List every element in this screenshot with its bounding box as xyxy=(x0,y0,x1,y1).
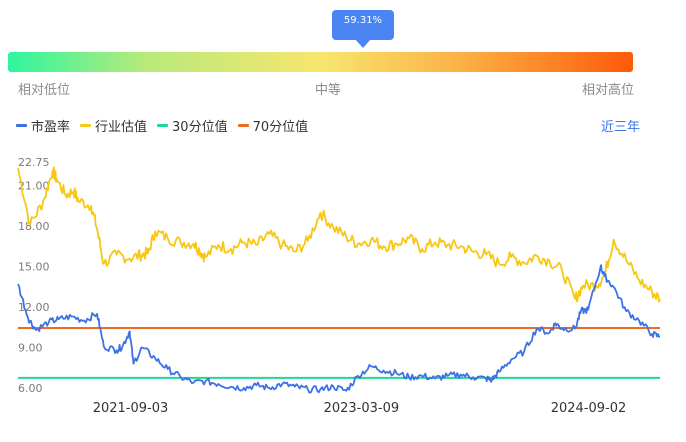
x-tick-label: 2021-09-03 xyxy=(93,401,169,416)
series-line-industry xyxy=(17,166,661,303)
legend-label-p70: 70分位值 xyxy=(252,120,309,135)
y-tick-label: 15.00 xyxy=(18,261,50,274)
period-selector-button[interactable]: 近三年 xyxy=(600,120,640,135)
y-tick-label: 21.00 xyxy=(18,180,50,193)
legend-swatch-p30 xyxy=(157,124,169,127)
y-tick-label: 18.00 xyxy=(18,220,50,233)
legend-label-p30: 30分位值 xyxy=(172,120,228,135)
chart-legend: 市盈率 行业估值 30分位值 70分位值 xyxy=(16,116,318,135)
y-tick-label: 9.00 xyxy=(18,342,43,355)
legend-item-p30[interactable]: 30分位值 xyxy=(157,116,228,135)
series-line-pe xyxy=(17,264,660,394)
gauge-value-badge: 59.31% xyxy=(332,10,394,48)
legend-item-industry[interactable]: 行业估值 xyxy=(80,116,147,135)
gauge-high-label: 相对高位 xyxy=(582,83,635,98)
x-tick-label: 2023-03-09 xyxy=(324,401,400,416)
gauge-low-label: 相对低位 xyxy=(18,83,71,98)
legend-item-p70[interactable]: 70分位值 xyxy=(237,116,309,135)
y-tick-label: 22.75 xyxy=(18,156,50,169)
legend-swatch-industry xyxy=(80,124,92,127)
legend-label-pe: 市盈率 xyxy=(31,120,71,135)
percentile-gauge-bar xyxy=(8,52,633,72)
gauge-mid-label: 中等 xyxy=(315,83,342,98)
x-axis: 2021-09-03 2023-03-09 2024-09-02 xyxy=(93,401,627,416)
legend-swatch-pe xyxy=(16,124,27,127)
legend-swatch-p70 xyxy=(237,124,249,127)
legend-label-industry: 行业估值 xyxy=(95,120,148,135)
x-tick-label: 2024-09-02 xyxy=(551,401,627,416)
y-tick-label: 6.00 xyxy=(18,382,43,395)
legend-item-pe[interactable]: 市盈率 xyxy=(16,116,70,135)
chart-plot-area xyxy=(17,166,661,394)
